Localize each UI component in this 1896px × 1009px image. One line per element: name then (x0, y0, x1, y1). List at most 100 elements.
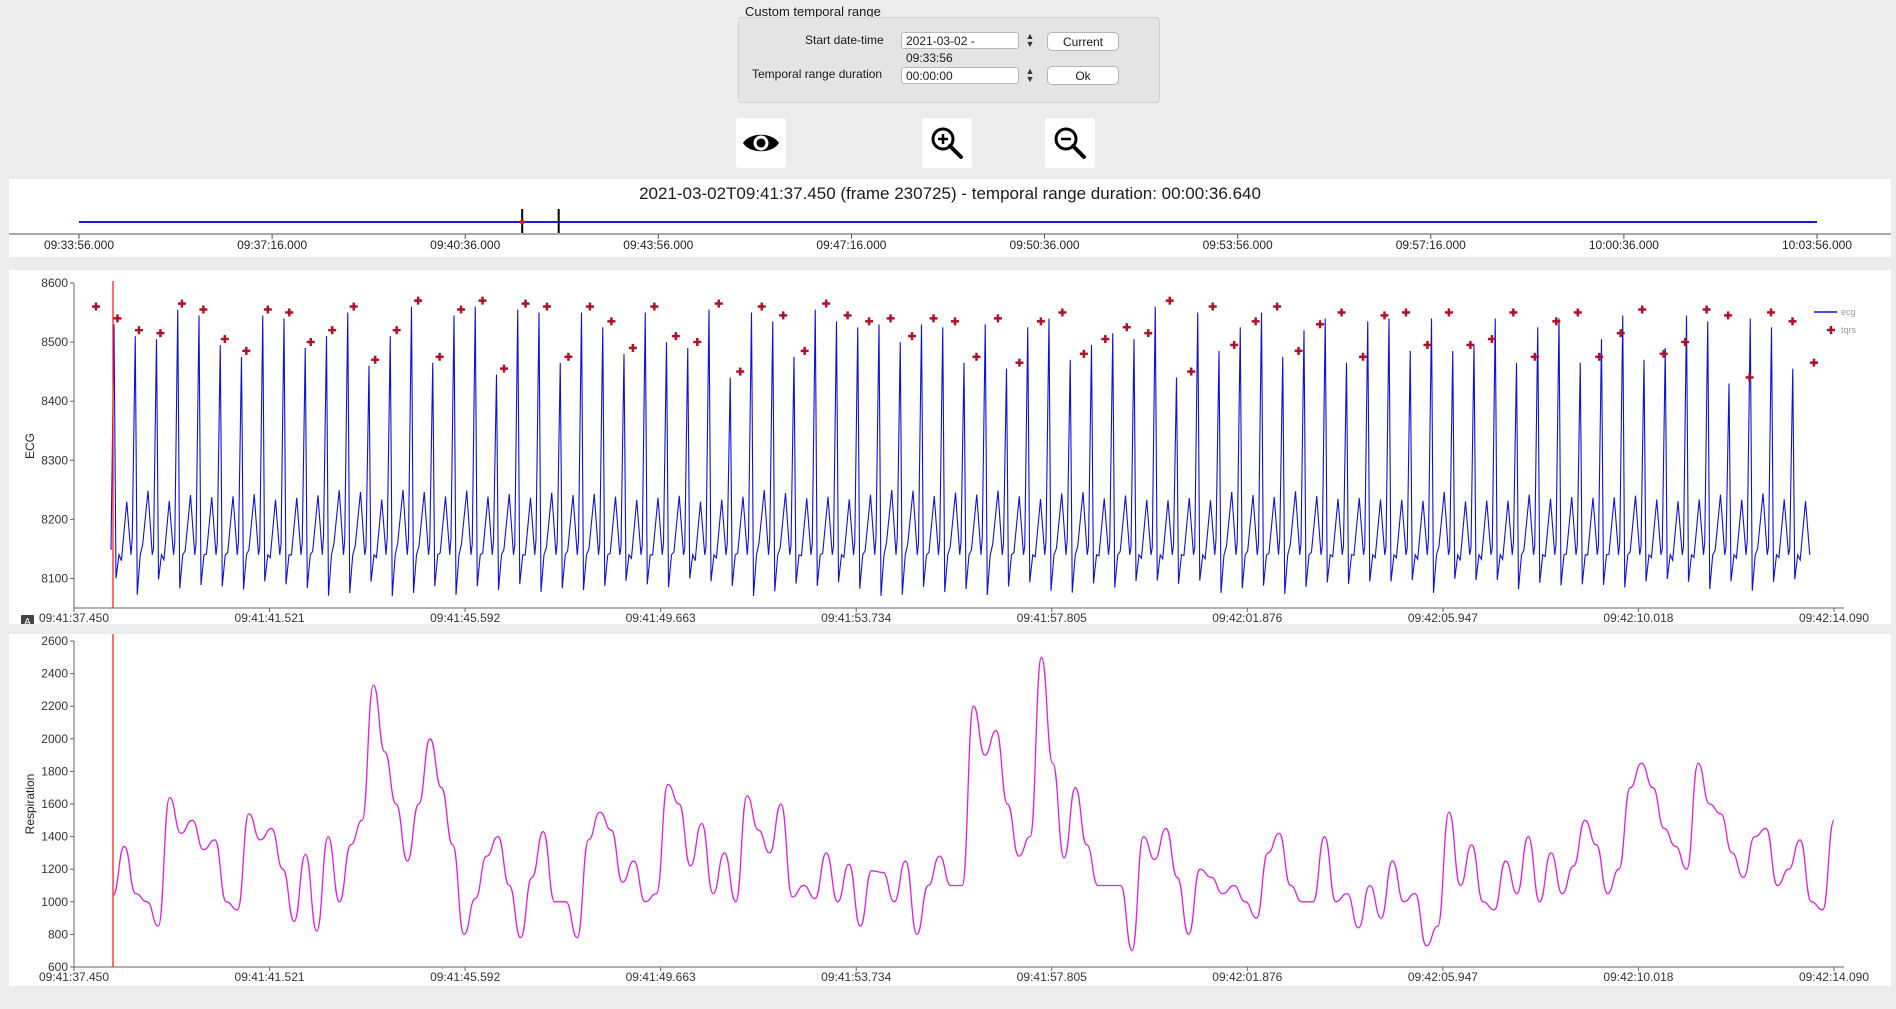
timeline-tick-label: 09:40:36.000 (430, 238, 500, 252)
tqrs-marker (800, 346, 809, 355)
ecg-y-tick-label: 8600 (41, 276, 68, 290)
tqrs-marker (220, 335, 229, 344)
start-datetime-field[interactable]: 2021-03-02 - 09:33:56 (901, 32, 1019, 65)
tqrs-marker (1101, 335, 1110, 344)
tqrs-marker (993, 314, 1002, 323)
tqrs-marker (1466, 340, 1475, 349)
tqrs-marker (1573, 308, 1582, 317)
tqrs-marker (714, 299, 723, 308)
tqrs-marker (693, 338, 702, 346)
tqrs-marker (1359, 352, 1368, 361)
ecg-x-tick-label: 09:41:37.450 (39, 611, 109, 624)
ecg-y-tick-label: 8200 (41, 512, 68, 526)
duration-field[interactable]: 00:00:00 (901, 67, 1019, 84)
timeline-tick-label: 09:43:56.000 (623, 238, 693, 252)
tqrs-marker (1144, 329, 1153, 338)
ecg-y-tick-label: 8100 (41, 571, 68, 585)
tqrs-marker (306, 338, 315, 346)
ecg-y-label: ECG (23, 433, 37, 459)
timeline-panel: 2021-03-02T09:41:37.450 (frame 230725) -… (9, 179, 1891, 257)
tqrs-marker (1788, 317, 1797, 326)
start-datetime-stepper[interactable]: ▲ ▼ (1025, 31, 1035, 49)
tqrs-marker (113, 314, 122, 323)
tqrs-marker (285, 308, 294, 317)
timeline-title: 2021-03-02T09:41:37.450 (frame 230725) -… (639, 184, 1261, 203)
tqrs-marker (1659, 349, 1668, 358)
timeline-scrubber[interactable]: 09:33:56.000 09:37:16.000 09:40:36.000 09:4… (9, 179, 1891, 257)
ecg-panel: ECG 8600 8500 8400 8300 8200 8100 09:41:37.450 0… (9, 270, 1891, 628)
resp-y-tick-label: 1800 (41, 764, 68, 778)
tqrs-marker (908, 332, 917, 341)
tqrs-marker (1230, 340, 1239, 349)
zoom-out-button[interactable] (1045, 118, 1095, 168)
tqrs-marker (1810, 358, 1818, 367)
ecg-x-tick-label: 09:42:01.876 (1212, 611, 1282, 624)
timeline-tick-label: 09:47:16.000 (816, 238, 886, 252)
ok-button[interactable]: Ok (1047, 66, 1119, 85)
tqrs-marker (392, 326, 401, 335)
resp-y-tick-label: 1600 (41, 797, 68, 811)
resp-x-tick-label: 09:42:05.947 (1408, 970, 1478, 984)
resp-y-tick-label: 1200 (41, 862, 68, 876)
current-button[interactable]: Current (1047, 32, 1119, 51)
tqrs-marker (92, 302, 100, 311)
ecg-chart[interactable]: ECG 8600 8500 8400 8300 8200 8100 09:41:37.450 0… (9, 270, 1891, 628)
tqrs-marker (1251, 317, 1260, 326)
tqrs-marker (886, 314, 895, 323)
tqrs-marker (349, 302, 358, 311)
tqrs-marker (1122, 323, 1131, 332)
legend-tqrs-label: tqrs (1841, 325, 1857, 335)
tqrs-marker (1444, 308, 1453, 317)
tqrs-marker (1380, 311, 1389, 320)
tqrs-marker (650, 302, 659, 311)
tqrs-marker (972, 352, 981, 361)
timeline-tick-label: 10:00:36.000 (1589, 238, 1659, 252)
tqrs-marker (435, 352, 444, 361)
tqrs-marker (628, 343, 637, 352)
ecg-x-tick-label: 09:42:10.018 (1603, 611, 1673, 624)
tqrs-marker (1552, 317, 1561, 326)
resp-y-tick-label: 1000 (41, 895, 68, 909)
tqrs-marker (822, 299, 831, 308)
zoom-in-button[interactable] (922, 118, 972, 168)
resp-y-tick-label: 2200 (41, 699, 68, 713)
zoom-in-icon (931, 127, 963, 159)
eye-button[interactable] (736, 118, 786, 168)
duration-stepper[interactable]: ▲ ▼ (1025, 66, 1035, 84)
ecg-x-tick-label: 09:41:53.734 (821, 611, 891, 624)
resp-y-tick-label: 800 (48, 927, 68, 941)
legend-ecg-label: ecg (1841, 307, 1856, 317)
tqrs-marker (263, 305, 272, 314)
legend-tqrs-swatch (1827, 326, 1835, 334)
resp-y-label: Respiration (23, 774, 37, 835)
tqrs-marker (177, 299, 186, 308)
resp-x-tick-label: 09:42:01.876 (1212, 970, 1282, 984)
resp-series-line (112, 656, 1835, 952)
tqrs-marker (671, 332, 680, 341)
tqrs-marker (1273, 302, 1282, 311)
timeline-tick-label: 09:57:16.000 (1396, 238, 1466, 252)
tqrs-marker (1616, 329, 1625, 338)
timeline-cursor-dot (519, 219, 525, 225)
tqrs-marker (757, 302, 766, 311)
range-group-title: Custom temporal range (745, 4, 881, 19)
tqrs-marker (1745, 373, 1754, 382)
tqrs-marker (1187, 367, 1196, 376)
respiration-chart[interactable]: Respiration 2600 2400 2200 2000 1800 1600 1400 1… (9, 634, 1891, 986)
tqrs-marker (929, 314, 938, 323)
tqrs-marker (1079, 349, 1088, 358)
tqrs-marker (1294, 346, 1303, 355)
tqrs-marker (521, 299, 530, 308)
tqrs-marker (1487, 335, 1496, 344)
tqrs-marker (1681, 338, 1690, 346)
resp-x-tick-label: 09:42:10.018 (1603, 970, 1673, 984)
timeline-tick-label: 09:37:16.000 (237, 238, 307, 252)
eye-icon (743, 134, 779, 152)
tqrs-marker (199, 305, 208, 314)
resp-x-tick-label: 09:41:57.805 (1017, 970, 1087, 984)
tqrs-marker (1724, 311, 1733, 320)
timeline-tick-label: 10:03:56.000 (1782, 238, 1852, 252)
tqrs-marker (1165, 296, 1174, 305)
ecg-x-tick-label: 09:41:57.805 (1017, 611, 1087, 624)
ecg-x-tick-label: 09:41:41.521 (235, 611, 305, 624)
